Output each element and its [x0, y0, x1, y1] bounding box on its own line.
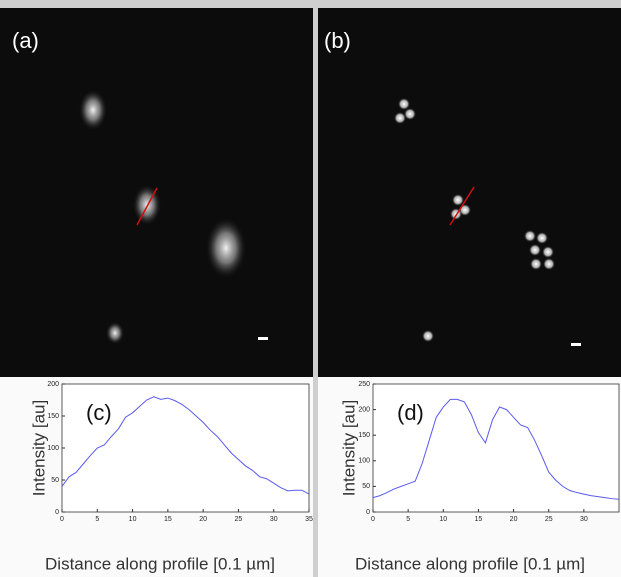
y-axis-label: Intensity [au] — [29, 400, 48, 496]
x-tick-label: 5 — [95, 516, 99, 523]
annotation: (c) — [86, 400, 112, 425]
y-tick-label: 50 — [362, 483, 370, 490]
y-tick-label: 100 — [358, 458, 370, 465]
x-tick-label: 0 — [371, 516, 375, 523]
x-axis-label: Distance along profile [0.1 µm] — [355, 554, 585, 573]
panel-label: (b) — [324, 28, 351, 53]
plot-area — [372, 383, 620, 513]
line — [61, 396, 310, 495]
plot-area — [61, 383, 310, 513]
image-a: (a) — [0, 8, 313, 377]
x-tick-label: 25 — [545, 516, 553, 523]
image-b: (b) — [318, 8, 621, 377]
x-tick-label: 15 — [475, 516, 483, 523]
x-tick-label: 10 — [439, 516, 447, 523]
y-tick-label: 150 — [358, 432, 370, 439]
y-tick-label: 150 — [47, 413, 59, 420]
x-tick-label: 10 — [129, 516, 137, 523]
line — [372, 398, 620, 500]
x-tick-label: 30 — [270, 516, 278, 523]
x-tick-label: 30 — [580, 516, 588, 523]
y-tick-label: 200 — [358, 406, 370, 413]
y-tick-label: 200 — [47, 381, 59, 388]
x-tick-label: 15 — [164, 516, 172, 523]
y-tick-label: 0 — [55, 509, 59, 516]
x-tick-label: 5 — [406, 516, 410, 523]
y-axis-label: Intensity [au] — [339, 400, 358, 496]
y-tick-label: 50 — [51, 477, 59, 484]
x-tick-label: 25 — [235, 516, 243, 523]
y-tick-label: 100 — [47, 445, 59, 452]
x-axis-label: Distance along profile [0.1 µm] — [45, 554, 275, 573]
annotation: (d) — [397, 400, 424, 425]
y-tick-label: 250 — [358, 381, 370, 388]
panel-label: (a) — [12, 28, 39, 53]
y-tick-label: 0 — [366, 509, 370, 516]
x-tick-label: 20 — [199, 516, 207, 523]
x-tick-label: 35 — [305, 516, 313, 523]
x-tick-label: 0 — [60, 516, 64, 523]
x-tick-label: 20 — [510, 516, 518, 523]
